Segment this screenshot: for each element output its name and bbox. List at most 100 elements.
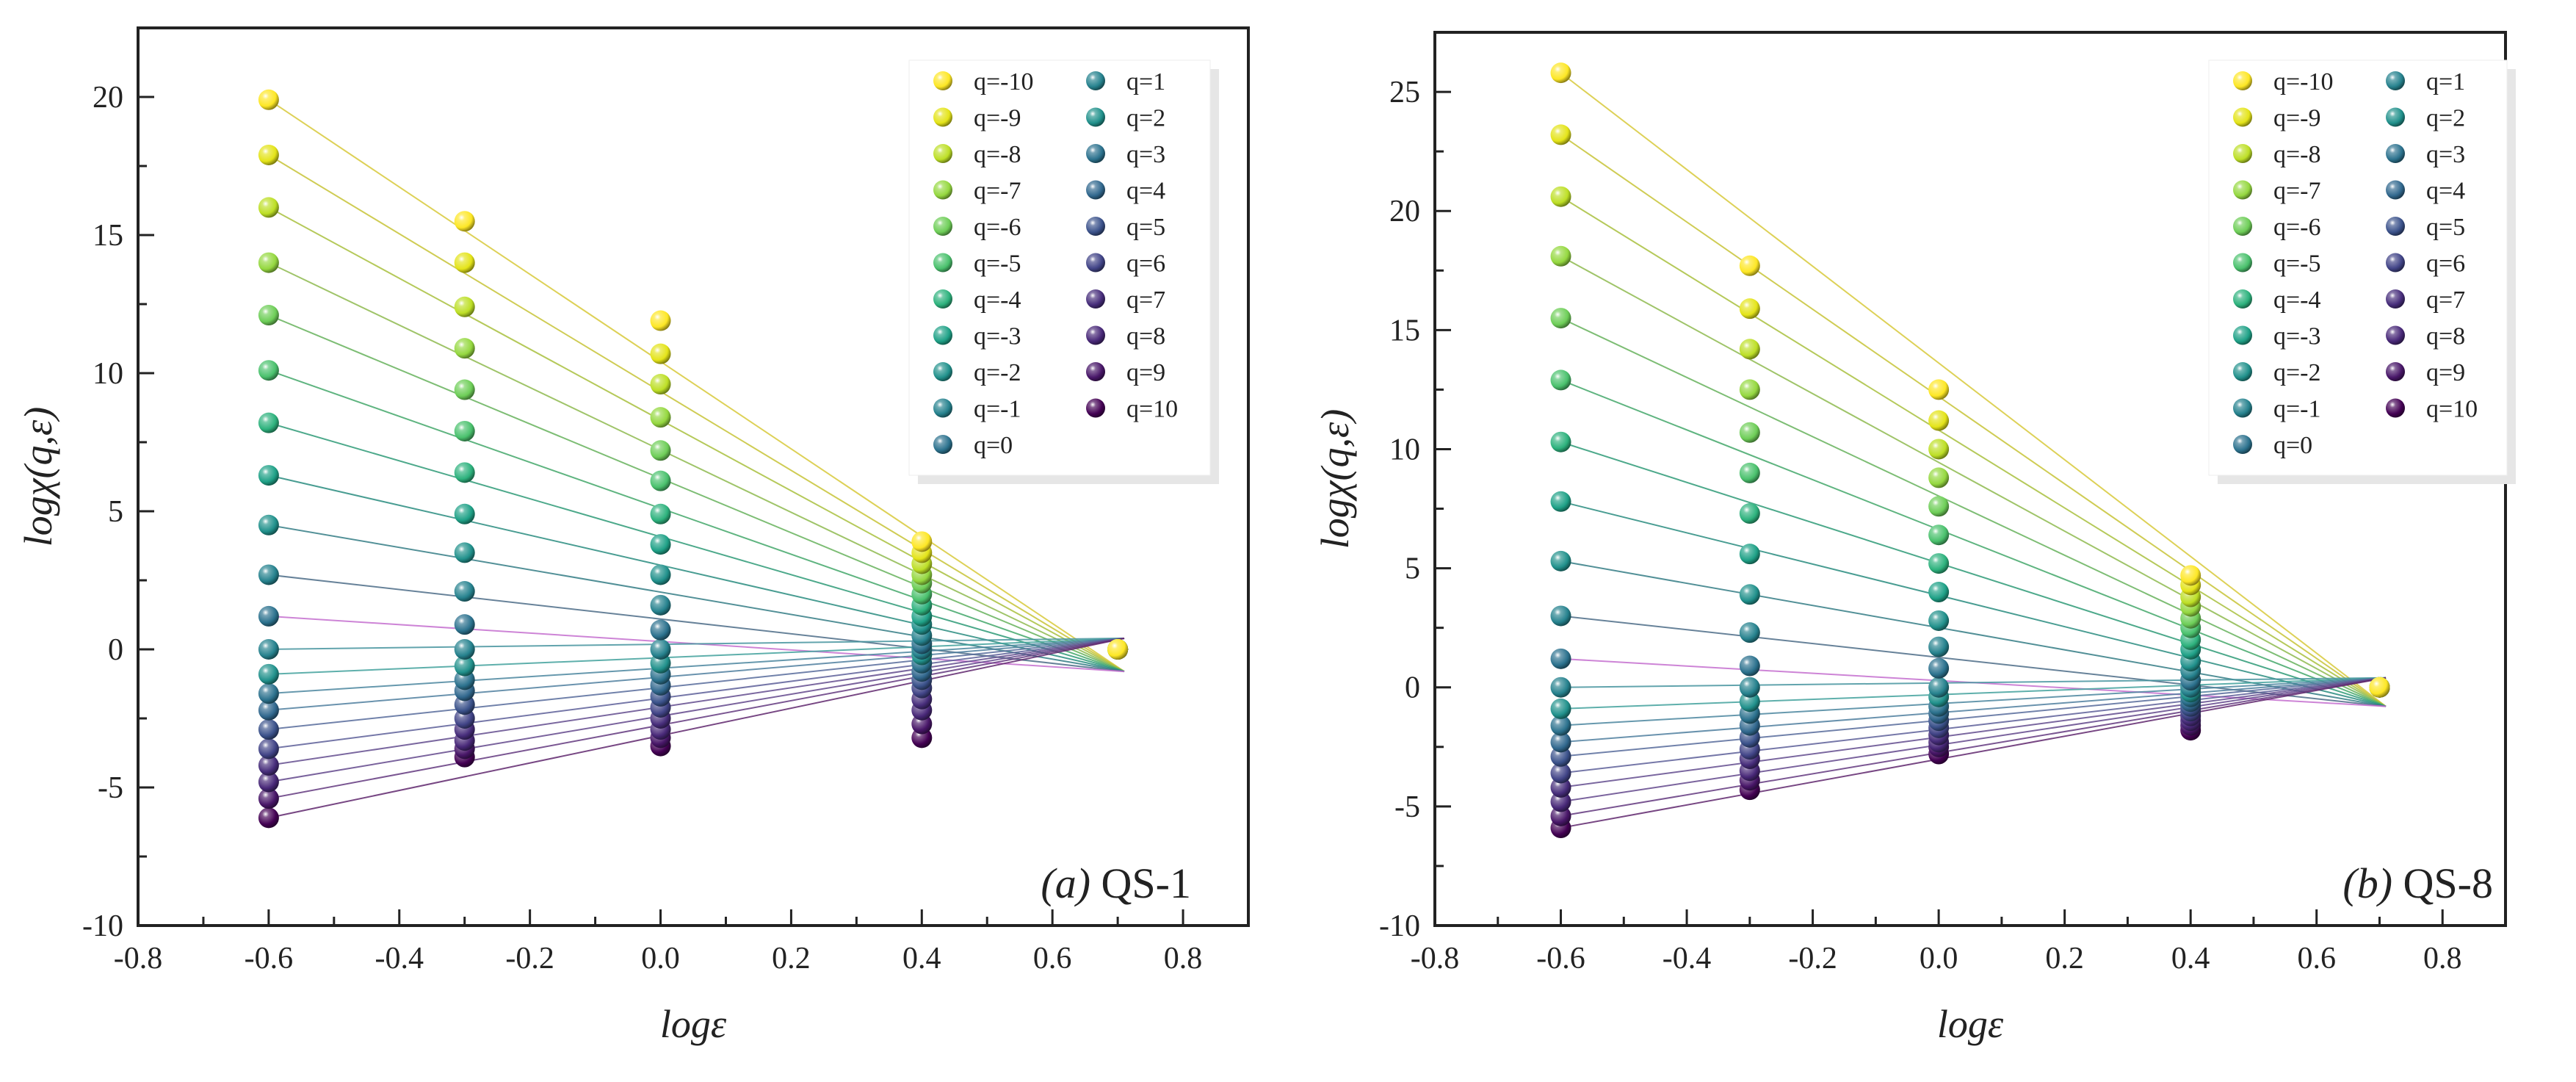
x-tick-label: 0.4 [2171,942,2210,975]
data-point-q=-10 [2180,565,2201,586]
data-point-q=-7 [1550,245,1571,267]
legend-entry: q=9 [1126,359,1165,386]
data-point-q=2 [1739,691,1760,713]
data-point-q=-10 [1739,255,1760,276]
data-point-q=-6 [454,379,475,400]
data-point-q=-5 [1928,524,1950,546]
legend-marker [1086,362,1105,381]
data-point-q=-6 [1739,422,1760,443]
data-point-q=-10 [454,211,475,232]
fit-line-q=-3 [1560,500,2387,707]
data-point-q=-10 [650,310,671,331]
data-point-q=1 [650,639,671,660]
fit-line-q=10 [1560,677,2387,829]
data-point-q=8 [1550,791,1571,812]
fit-line-q=1 [268,637,1125,650]
fit-line-q=8 [1560,677,2387,803]
fit-line-q=3 [1560,677,2387,726]
data-point-q=-8 [258,197,279,218]
legend-entry: q=-2 [974,359,1021,386]
fit-line-q=5 [268,637,1125,731]
legend-box [2208,59,2508,476]
legend-marker [933,398,952,418]
data-point-q=-6 [258,305,279,326]
fit-line-q=9 [1560,677,2387,817]
data-point-q=-10 [911,531,933,552]
legend-marker [2233,325,2252,345]
legend-entry: q=-9 [2273,105,2321,132]
fit-line-q=-5 [268,369,1125,673]
fit-line-q=-7 [1560,255,2387,707]
fit-line-q=3 [268,637,1125,695]
data-point-q=-5 [1739,462,1760,483]
legend-entry: q=-4 [974,286,1021,314]
fit-line-q=-7 [268,262,1125,672]
y-tick-label: 20 [93,81,123,115]
data-point-q=-5 [650,470,671,491]
legend-entry: q=-2 [2273,359,2321,386]
data-point-q=-10 [1107,639,1129,660]
fit-line-q=-9 [1560,134,2387,707]
data-point-q=8 [258,771,279,793]
legend-entry: q=8 [2426,323,2465,350]
legend-entry: q=8 [1126,323,1165,350]
fit-line-q=-6 [1560,317,2387,707]
x-tick-label: 0.8 [2423,942,2462,975]
fit-line-q=-6 [268,314,1125,673]
legend-marker [1086,144,1105,163]
x-tick-label: 0.2 [772,942,811,975]
x-tick-label: 0.0 [641,942,680,975]
legend-entry: q=5 [1126,214,1165,241]
data-point-q=1 [258,639,279,660]
panel-sample-name: QS-1 [1090,859,1191,907]
data-point-q=-9 [1928,410,1950,431]
data-point-q=2 [258,663,279,685]
legend-entry: q=-7 [2273,178,2321,205]
legend-entry: q=9 [2426,359,2465,386]
legend-marker [2386,144,2405,163]
legend-marker [2386,362,2405,381]
legend-entry: q=-8 [2273,141,2321,168]
legend-marker [933,253,952,273]
data-point-q=-1 [258,564,279,585]
legend-marker [933,144,952,163]
x-tick-label: 0.2 [2045,942,2084,975]
legend-entry: q=2 [1126,105,1165,132]
legend-entry: q=7 [1126,286,1165,314]
data-point-q=-6 [650,440,671,461]
data-point-q=10 [258,807,279,829]
legend-entry: q=6 [2426,250,2465,278]
data-point-q=-7 [650,407,671,428]
legend-marker [933,435,952,454]
legend-marker [933,289,952,309]
data-point-q=6 [1550,762,1571,784]
data-point-q=-5 [454,420,475,441]
data-point-q=-6 [1928,496,1950,517]
legend-entry: q=-4 [2273,286,2321,314]
panel-QS-1: -0.8 -0.6 -0.4 -0.2 0.0 0.2 0.4 0.6 0.8 -10 -5 0 5 10… [16,26,1250,1046]
y-tick-label: 15 [93,219,123,253]
legend-marker [933,71,952,90]
y-axis-title: logχ(q,ε) [1313,409,1357,549]
plot-frame [137,26,1250,927]
fit-lines [1560,72,2387,829]
fit-line-q=6 [1560,677,2387,774]
data-point-q=3 [258,683,279,704]
data-point-q=-8 [1550,186,1571,207]
legend-marker [933,107,952,127]
data-point-q=9 [1550,805,1571,826]
legend-entry: q=-3 [974,323,1021,350]
y-tick-label: 5 [108,495,123,529]
fit-line-q=7 [268,637,1125,766]
y-tick-label: 10 [1389,433,1420,466]
x-axis-title: logε [1937,1002,2004,1046]
data-point-q=-2 [1928,610,1950,631]
legend-marker [2233,362,2252,381]
y-tick-label: 15 [1389,314,1420,347]
fit-line-q=-8 [268,206,1125,672]
legend-entry: q=4 [1126,178,1165,205]
fit-lines [268,98,1125,819]
fit-line-q=7 [1560,677,2387,788]
panel-label: (a) QS-1 [1041,859,1191,907]
